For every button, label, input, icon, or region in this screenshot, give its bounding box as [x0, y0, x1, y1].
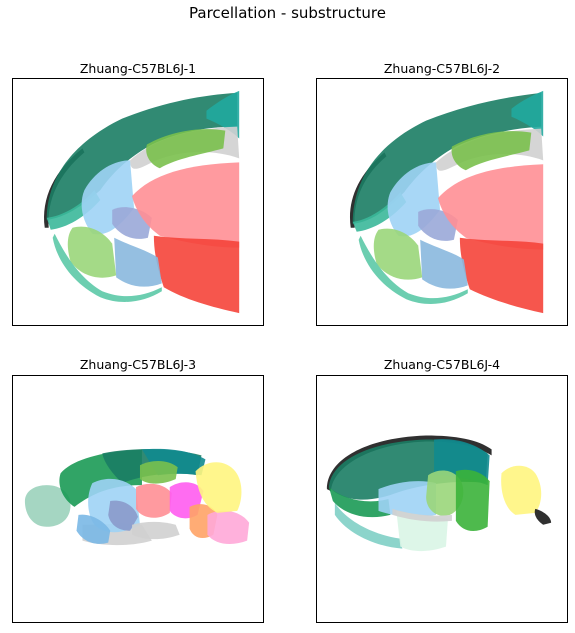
panel-4-regions [326, 435, 552, 552]
p2-region-hippo-green [451, 131, 532, 171]
panel-2-plot [349, 90, 544, 314]
p3-region-blue-violet [108, 500, 138, 531]
p4-region-blue-light [378, 481, 437, 517]
p1-region-blue-mid [114, 237, 162, 287]
p4-region-outline [326, 435, 492, 492]
p2-region-red [459, 237, 544, 314]
p4-region-aqua [334, 502, 403, 549]
p2-region-cortex-teal [511, 90, 544, 137]
p3-region-grey-2 [132, 521, 180, 540]
p3-region-red-light [136, 483, 172, 518]
p3-region-blue-mid [76, 514, 111, 544]
panel-1-regions [44, 90, 240, 314]
p3-region-cerebellum [195, 462, 242, 513]
p4-region-cortex-green [328, 487, 391, 518]
figure-title: Parcellation - substructure [189, 4, 386, 22]
p1-region-lightgreen [67, 226, 117, 278]
p1-region-aqua [52, 233, 162, 302]
panel-2-regions [349, 90, 544, 314]
p2-region-red-light [438, 164, 544, 250]
p4-region-black-tail [534, 508, 552, 525]
p2-region-aqua [358, 235, 468, 304]
panel-2-title: Zhuang-C57BL6J-2 [383, 61, 501, 76]
p2-region-lightgreen [373, 228, 423, 280]
panel-3-plot [24, 448, 250, 546]
p3-region-olfactory [24, 485, 71, 527]
p4-region-green [455, 469, 490, 531]
panel-4-axes [316, 375, 568, 623]
panel-2-axes [316, 78, 568, 326]
panel-1-axes [12, 78, 264, 326]
panel-3-title: Zhuang-C57BL6J-3 [79, 357, 197, 372]
panel-4-plot [326, 435, 552, 552]
p1-region-cortex-teal [206, 90, 240, 139]
p2-region-blue-mid [420, 239, 468, 289]
p3-region-hippo-green [139, 461, 178, 484]
panel-3-axes [12, 375, 264, 623]
panel-1-title: Zhuang-C57BL6J-1 [79, 61, 197, 76]
p3-region-pink [207, 510, 250, 545]
p4-region-hippo-green [426, 470, 464, 516]
panel-4-title: Zhuang-C57BL6J-4 [383, 357, 501, 372]
p1-region-red [153, 235, 240, 314]
p4-region-grey [392, 508, 452, 522]
p4-region-cerebellum [501, 465, 542, 515]
panel-1-plot [44, 90, 240, 314]
panel-3-regions [24, 448, 250, 546]
p1-region-red-light [132, 162, 240, 248]
p1-region-hippo-green [146, 129, 226, 169]
